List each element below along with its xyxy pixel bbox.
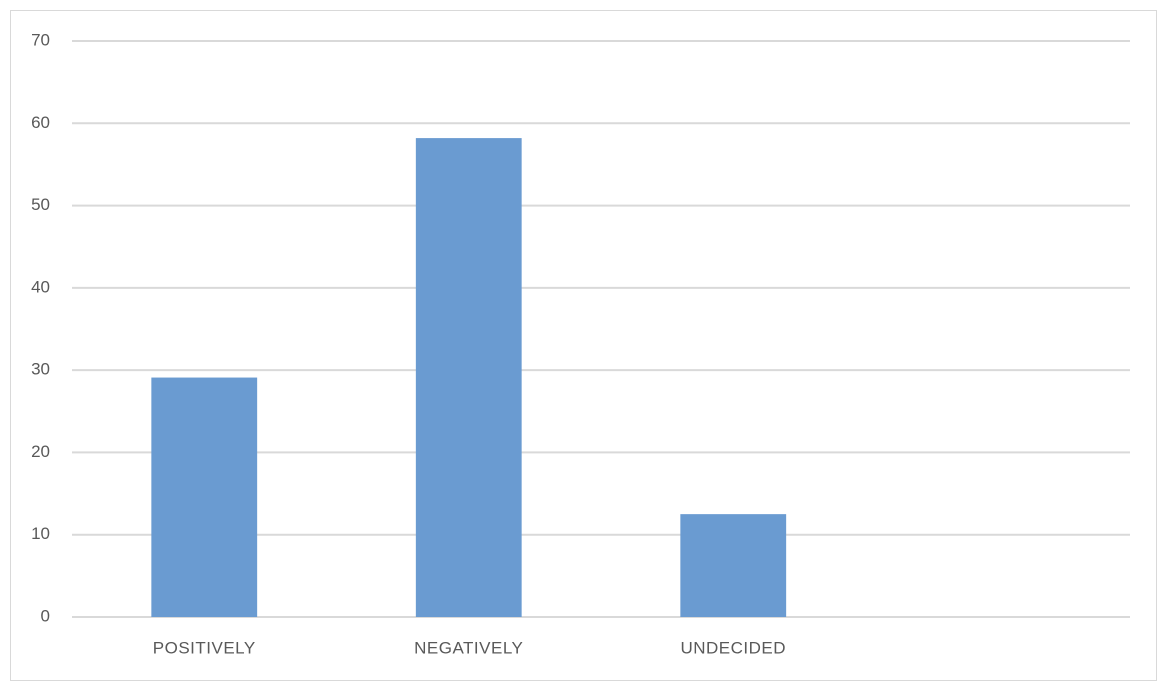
bar	[680, 514, 787, 617]
y-tick-label: 70	[31, 30, 50, 49]
x-tick-label: POSITIVELY	[153, 638, 256, 657]
y-tick-label: 20	[31, 442, 50, 461]
bar	[415, 138, 522, 617]
bar	[151, 377, 258, 617]
y-tick-label: 30	[31, 360, 50, 379]
y-tick-label: 10	[31, 524, 50, 543]
y-tick-label: 0	[41, 606, 50, 625]
y-tick-label: 50	[31, 195, 50, 214]
y-tick-label: 60	[31, 113, 50, 132]
x-tick-label: UNDECIDED	[680, 638, 786, 657]
x-tick-label: NEGATIVELY	[414, 638, 523, 657]
y-tick-label: 40	[31, 277, 50, 296]
